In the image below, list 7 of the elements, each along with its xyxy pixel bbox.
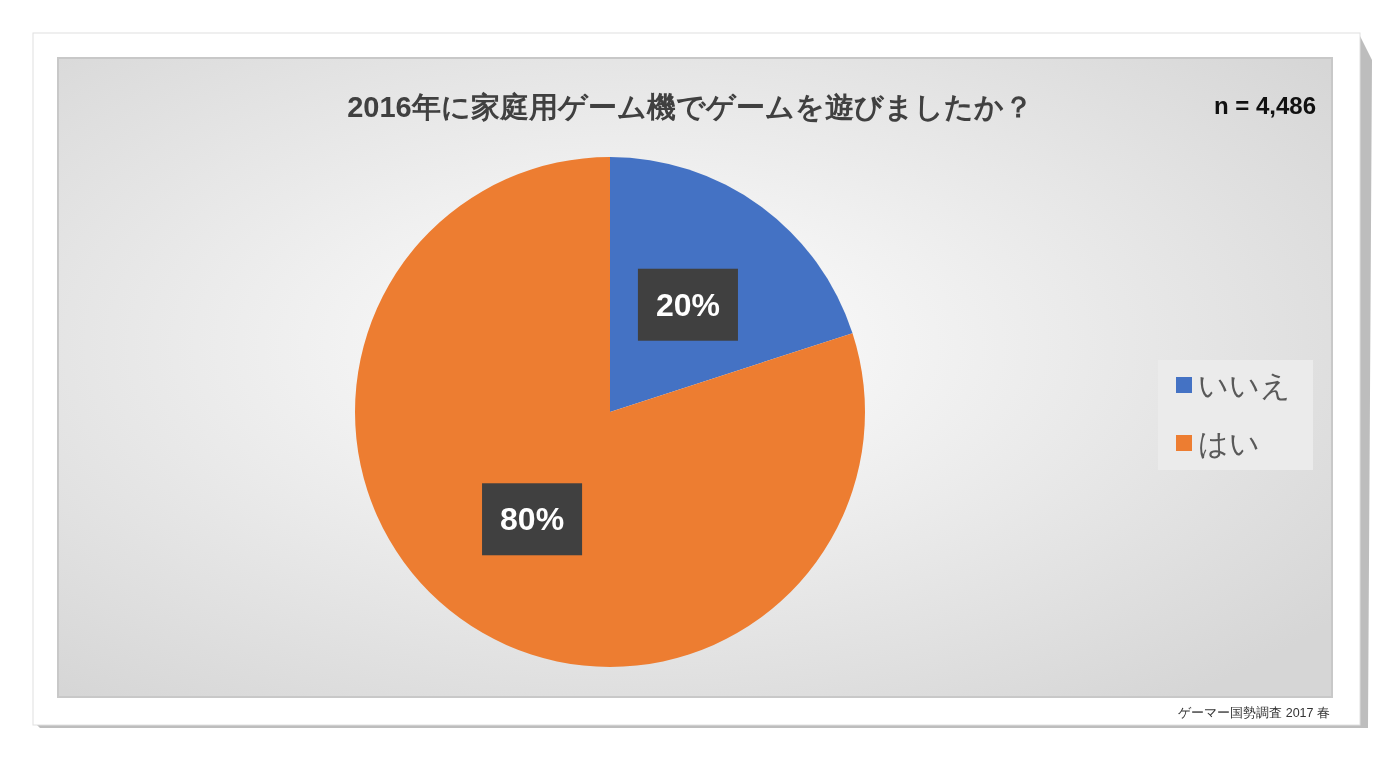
text: n = 4,486 xyxy=(1213,92,1316,119)
text: ゲーマー国勢調査 2017 春 xyxy=(1178,706,1330,720)
data-label: 20% xyxy=(655,286,720,323)
data-label: 80% xyxy=(500,501,565,538)
legend-label: いいえ xyxy=(1198,369,1291,402)
legend-label: はい xyxy=(1198,427,1260,460)
chart-title: 2016年に家庭用ゲーム機でゲームを遊びましたか？ xyxy=(347,91,1033,123)
